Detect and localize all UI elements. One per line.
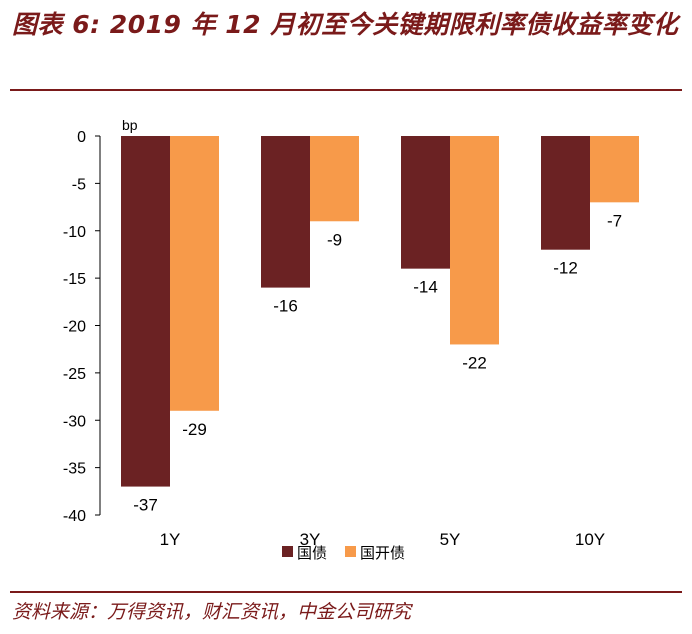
- y-tick-label: -30: [63, 413, 86, 430]
- y-tick-label: -20: [63, 319, 86, 336]
- legend: 国债 国开债: [282, 545, 405, 562]
- x-category-label: 1Y: [160, 530, 181, 549]
- bar: [401, 136, 450, 269]
- chart-title: 图表 6: 2019 年 12 月初至今关键期限利率债收益率变化: [12, 10, 679, 39]
- legend-label: 国债: [297, 545, 327, 562]
- legend-label: 国开债: [360, 545, 405, 562]
- bar: [541, 136, 590, 250]
- y-axis-unit: bp: [122, 117, 138, 133]
- bar-value-label: -37: [133, 496, 158, 515]
- y-axis-ticks: 0 -5 -10 -15 -20 -25 -30 -35 -40: [63, 129, 100, 525]
- bar-value-label: -12: [553, 259, 578, 278]
- y-tick-label: -15: [63, 271, 86, 288]
- bar: [310, 136, 359, 222]
- bar-chart: 0-5-10-15-20-25-30-35-40 bp -37-29-16-9-…: [63, 117, 639, 562]
- bars: -37 -29 -16 -9 -14 -22 -12 -7: [121, 136, 639, 515]
- legend-swatch: [282, 546, 293, 557]
- bar: [170, 136, 219, 411]
- x-axis-categories: 1Y 3Y 5Y 10Y: [160, 530, 606, 549]
- y-tick-label: -25: [63, 366, 86, 383]
- bar-value-label: -16: [273, 297, 298, 316]
- bar: [121, 136, 170, 487]
- x-category-label: 5Y: [440, 530, 461, 549]
- bar: [261, 136, 310, 288]
- title-divider: [10, 89, 682, 91]
- bar-value-label: -29: [182, 420, 207, 439]
- bar-value-label: -22: [462, 353, 487, 372]
- source-divider: [10, 591, 682, 593]
- bar: [450, 136, 499, 345]
- y-tick-label: -5: [72, 176, 86, 193]
- x-category-label: 3Y: [300, 530, 321, 549]
- y-tick-label: 0: [77, 129, 86, 146]
- y-tick-label: -40: [63, 508, 86, 525]
- legend-swatch: [345, 546, 356, 557]
- source-note: 资料来源：万得资讯，财汇资讯，中金公司研究: [12, 601, 412, 623]
- bar-value-label: -7: [607, 211, 622, 230]
- bar-value-label: -9: [327, 230, 342, 249]
- bar-value-label: -14: [413, 278, 438, 297]
- x-category-label: 10Y: [575, 530, 605, 549]
- y-tick-label: -10: [63, 224, 86, 241]
- bar: [590, 136, 639, 203]
- y-tick-label: -35: [63, 461, 86, 478]
